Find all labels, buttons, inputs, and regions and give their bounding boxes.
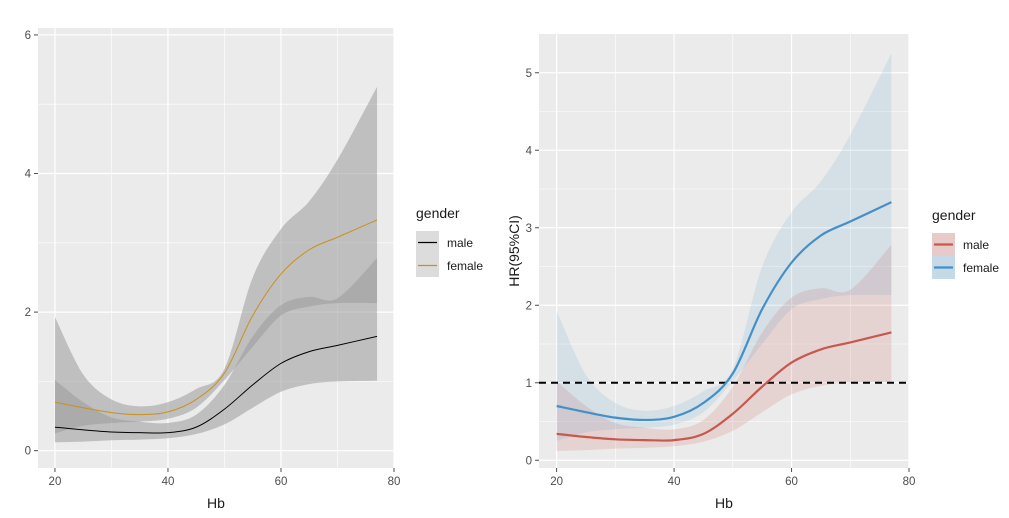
legend: gender male female — [932, 207, 999, 279]
x-tick-label: 80 — [388, 476, 401, 488]
y-tick-label: 5 — [526, 68, 532, 80]
y-tick-label: 4 — [25, 169, 32, 181]
legend-title: gender — [416, 205, 460, 221]
legend-label-female: female — [963, 261, 999, 275]
ci-band-female — [556, 53, 892, 441]
legend-title: gender — [932, 207, 976, 223]
series-line-female — [54, 219, 378, 416]
x-tick-label: 80 — [903, 476, 916, 488]
y-tick-label: 2 — [526, 300, 532, 312]
y-tick-label: 4 — [526, 145, 533, 157]
x-axis-title: Hb — [207, 495, 225, 511]
legend-label-male: male — [447, 236, 473, 250]
legend: gender male female — [416, 205, 483, 277]
y-tick-label: 1 — [526, 378, 532, 390]
x-tick-label: 20 — [550, 476, 563, 488]
plot-background — [539, 34, 909, 468]
y-tick-label: 6 — [25, 30, 31, 42]
ci-band-male — [556, 244, 892, 451]
ci-band-female — [54, 86, 378, 434]
y-tick-label: 0 — [526, 455, 532, 467]
y-tick-label: 2 — [25, 307, 31, 319]
y-tick-label: 3 — [526, 223, 532, 235]
series-line-female — [556, 201, 892, 422]
series-line-male — [556, 331, 892, 442]
x-axis-title: Hb — [715, 495, 733, 511]
x-tick-label: 60 — [275, 476, 288, 488]
y-axis-title: HR(95%CI) — [506, 215, 522, 287]
chart-panel-left: 20 40 60 80 0 2 4 6 Hb gender male female — [25, 28, 483, 511]
x-tick-label: 40 — [668, 476, 681, 488]
x-tick-label: 60 — [785, 476, 798, 488]
chart-panel-right: 20 40 60 80 0 1 2 3 4 5 Hb HR(95%CI) gender male femal… — [506, 34, 999, 511]
series-line-male — [54, 335, 378, 434]
legend-label-female: female — [447, 259, 483, 273]
legend-label-male: male — [963, 238, 989, 252]
x-tick-label: 20 — [49, 476, 62, 488]
x-tick-label: 40 — [162, 476, 175, 488]
y-tick-label: 0 — [25, 446, 31, 458]
